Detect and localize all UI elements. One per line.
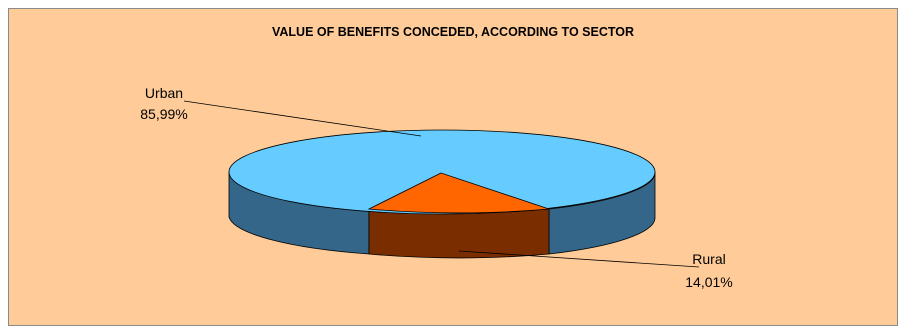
rural-leader-line bbox=[458, 250, 700, 268]
urban-value-label: 85,99% bbox=[140, 106, 187, 122]
urban-label: Urban bbox=[145, 85, 183, 101]
urban-side-right bbox=[548, 171, 656, 255]
urban-leader-line bbox=[183, 100, 422, 137]
chart-title: VALUE OF BENEFITS CONCEDED, ACCORDING TO… bbox=[271, 25, 635, 39]
pie-chart: Urban 85,99% Rural 14,01% bbox=[140, 85, 732, 290]
rural-slice bbox=[367, 172, 550, 214]
rural-label: Rural bbox=[692, 251, 725, 267]
chart-area: VALUE OF BENEFITS CONCEDED, ACCORDING TO… bbox=[8, 8, 898, 326]
rural-side bbox=[368, 208, 550, 259]
urban-slice bbox=[228, 129, 656, 215]
rural-value-label: 14,01% bbox=[685, 274, 732, 290]
